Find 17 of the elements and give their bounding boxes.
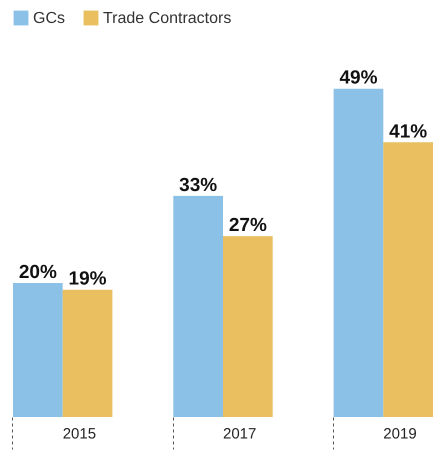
x-tick-label: 2017 xyxy=(223,426,256,442)
legend-label: GCs xyxy=(33,10,65,27)
data-label: 41% xyxy=(389,121,428,142)
legend-label: Trade Contractors xyxy=(103,10,232,27)
bar xyxy=(334,88,384,417)
bar xyxy=(173,196,223,417)
x-tick-label: 2015 xyxy=(62,426,96,442)
data-label: 33% xyxy=(179,174,218,196)
data-label: 20% xyxy=(18,262,57,283)
data-label: 49% xyxy=(339,68,378,89)
x-tick-label: 2019 xyxy=(383,426,417,442)
bar xyxy=(223,236,273,417)
bar xyxy=(13,283,63,417)
bar xyxy=(62,290,112,417)
data-label: 19% xyxy=(68,268,107,290)
data-label: 27% xyxy=(228,215,267,236)
bar xyxy=(383,142,433,417)
